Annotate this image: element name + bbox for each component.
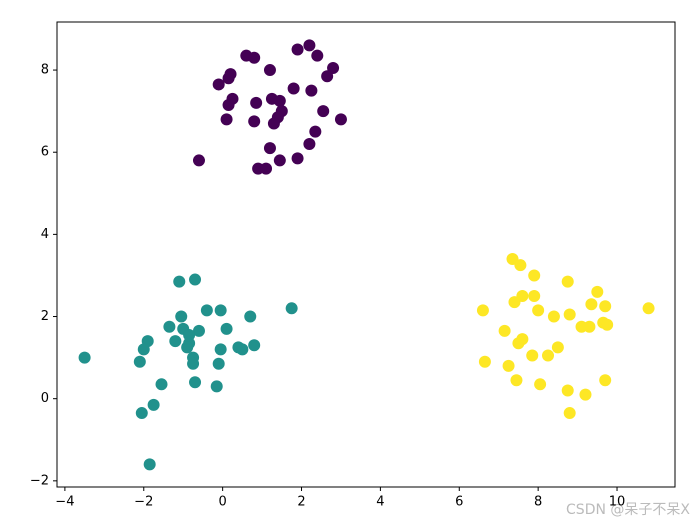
point: [212, 78, 225, 91]
plot-frame: [56, 21, 676, 488]
point: [183, 329, 196, 342]
y-tick-label: 8: [41, 63, 49, 78]
point: [476, 304, 489, 317]
point: [263, 142, 276, 155]
x-tick-label: 6: [455, 495, 463, 510]
point: [532, 304, 545, 317]
point: [583, 320, 596, 333]
watermark: CSDN @呆子不呆X: [566, 502, 690, 518]
point: [601, 318, 614, 331]
point: [189, 376, 202, 389]
point: [551, 341, 564, 354]
point: [528, 289, 541, 302]
y-tick-label: 6: [41, 145, 49, 160]
x-tick-label: 2: [297, 495, 305, 510]
point: [192, 154, 205, 167]
point: [147, 398, 160, 411]
point: [303, 39, 316, 52]
point: [512, 337, 525, 350]
point: [155, 378, 168, 391]
point: [214, 304, 227, 317]
point: [561, 275, 574, 288]
point: [220, 322, 233, 335]
y-tick-label: 2: [41, 309, 49, 324]
point: [173, 275, 186, 288]
point: [563, 308, 576, 321]
point: [263, 64, 276, 77]
point: [222, 98, 235, 111]
point: [563, 407, 576, 420]
point: [248, 115, 261, 128]
point: [526, 349, 539, 362]
x-tick-label: −4: [55, 495, 74, 510]
point: [135, 407, 148, 420]
point: [248, 339, 261, 352]
x-tick-label: 8: [534, 495, 542, 510]
point: [189, 273, 202, 286]
point: [317, 105, 330, 118]
point: [502, 359, 515, 372]
point: [273, 94, 286, 107]
point: [303, 138, 316, 151]
point: [212, 357, 225, 370]
point: [291, 43, 304, 56]
point: [334, 113, 347, 126]
point: [244, 310, 257, 323]
point: [285, 302, 298, 315]
point: [514, 259, 527, 272]
point: [321, 70, 334, 83]
point: [250, 96, 263, 109]
point: [542, 349, 555, 362]
point: [78, 351, 91, 364]
point: [291, 152, 304, 165]
point: [163, 320, 176, 333]
y-tick-label: −2: [30, 473, 49, 488]
x-tick-label: −2: [134, 495, 153, 510]
point: [222, 72, 235, 85]
point: [599, 300, 612, 313]
point: [510, 374, 523, 387]
point: [267, 117, 280, 130]
point: [210, 380, 223, 393]
point: [137, 343, 150, 356]
point: [287, 82, 300, 95]
point: [309, 125, 322, 138]
point: [528, 269, 541, 282]
point: [175, 310, 188, 323]
point: [143, 458, 156, 471]
point: [248, 51, 261, 64]
point: [508, 296, 521, 309]
x-tick-label: 10: [609, 495, 626, 510]
point: [181, 341, 194, 354]
point: [311, 49, 324, 62]
point: [260, 162, 273, 175]
point: [585, 298, 598, 311]
point: [547, 310, 560, 323]
y-tick-label: 0: [41, 391, 49, 406]
point: [187, 357, 200, 370]
point: [579, 388, 592, 401]
point: [220, 113, 233, 126]
point: [534, 378, 547, 391]
point: [591, 285, 604, 298]
y-tick-label: 4: [41, 227, 49, 242]
point: [236, 343, 249, 356]
point: [273, 154, 286, 167]
point: [133, 355, 146, 368]
point: [498, 324, 511, 337]
x-tick-label: 0: [219, 495, 227, 510]
x-tick-label: 4: [376, 495, 384, 510]
point: [642, 302, 655, 315]
point: [599, 374, 612, 387]
point: [305, 84, 318, 97]
point: [192, 324, 205, 337]
point: [561, 384, 574, 397]
point: [478, 355, 491, 368]
point: [169, 335, 182, 348]
point: [214, 343, 227, 356]
point: [200, 304, 213, 317]
